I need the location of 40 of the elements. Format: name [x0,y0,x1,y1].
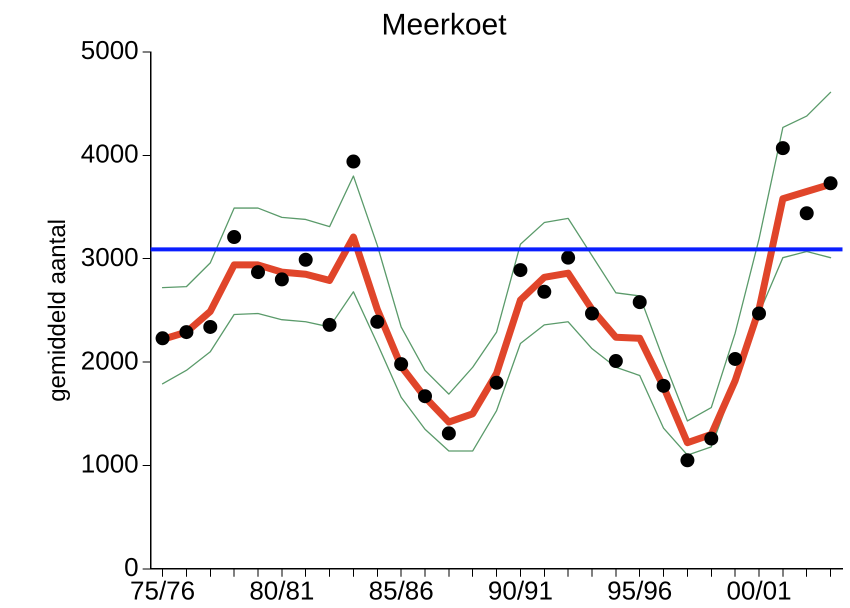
point [298,252,313,267]
point [394,357,408,372]
point [179,325,194,340]
x-tick-label: 00/01 [726,576,792,606]
point [227,230,242,244]
point [346,154,360,169]
point [776,141,790,156]
point [156,331,170,346]
x-tick-label: 85/86 [368,576,434,606]
point [585,306,599,320]
y-tick-label: 3000 [80,242,139,272]
point [418,389,432,404]
y-tick-label: 4000 [80,138,139,169]
x-tick-label: 95/96 [607,576,672,606]
point [608,354,623,368]
point [752,306,766,320]
y-axis-title: gemiddeld aantal [44,218,72,402]
y-tick-label: 1000 [80,448,139,479]
x-tick-label: 80/81 [249,576,314,606]
point [322,318,337,332]
point [537,284,552,299]
point [203,320,218,334]
point [490,376,504,390]
point [824,176,838,190]
point [274,272,289,286]
point [442,426,456,440]
point [800,206,814,220]
point [561,250,576,265]
point [704,432,718,446]
point [680,453,694,468]
y-tick-label: 5000 [80,35,139,66]
point [728,352,742,366]
x-tick-label: 90/91 [488,576,553,606]
point [513,263,528,278]
chart-title: Meerkoet [381,8,508,42]
point [632,295,647,310]
point [251,265,265,280]
point [370,314,384,329]
point [656,378,671,393]
y-tick-label: 2000 [80,345,139,376]
